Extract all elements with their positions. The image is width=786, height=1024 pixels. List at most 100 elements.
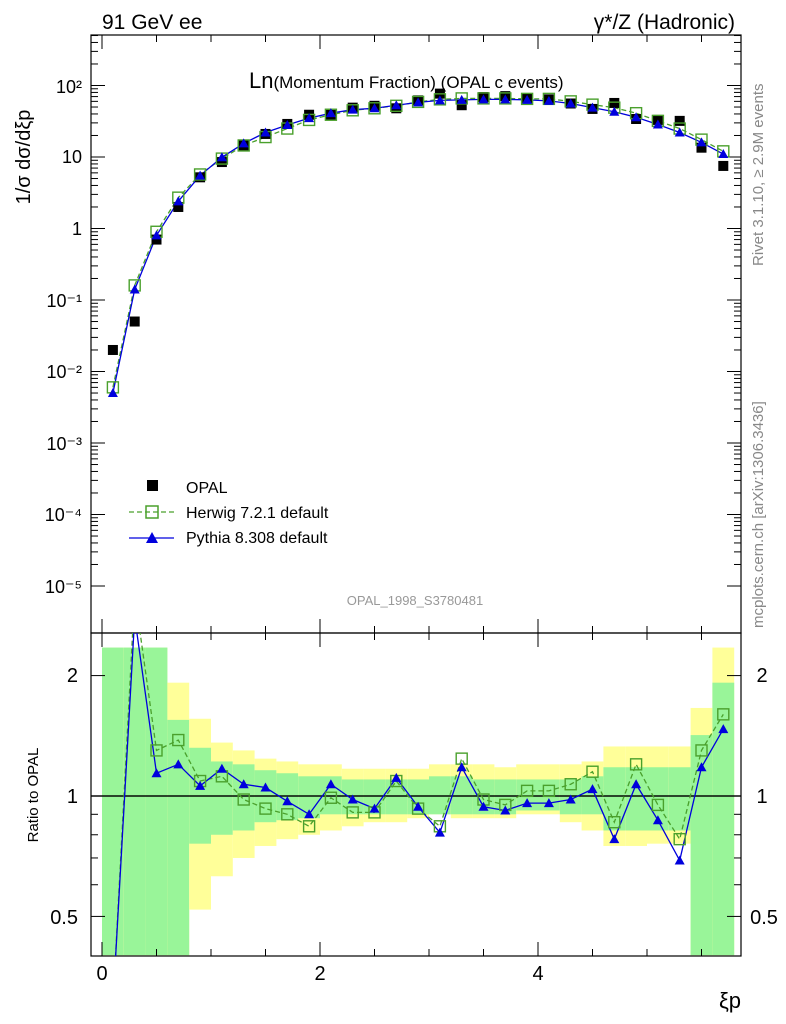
herwig-ratio-point xyxy=(302,820,316,833)
herwig-ratio-point xyxy=(542,784,556,798)
herwig-ratio-point xyxy=(651,798,665,812)
herwig-ratio-point xyxy=(346,806,359,819)
band-inner-bin xyxy=(429,776,451,815)
herwig-point xyxy=(477,92,490,105)
band-inner-bin xyxy=(581,776,604,815)
header-left: 91 GeV ee xyxy=(102,11,202,34)
pythia-point xyxy=(609,106,620,116)
pythia-ratio-point xyxy=(391,772,402,782)
pythia-line xyxy=(112,98,724,394)
pythia-point xyxy=(195,170,206,180)
pythia-ratio-point xyxy=(238,779,249,789)
ytick-label-1e-2: 10⁻² xyxy=(46,362,82,382)
header-right: γ*/Z (Hadronic) xyxy=(594,11,735,34)
ratio-ytick-1-right: 1 xyxy=(756,786,767,808)
herwig-ratio-point xyxy=(673,832,686,846)
herwig-line xyxy=(112,97,724,388)
ytick-label-1e2: 10² xyxy=(56,77,82,97)
herwig-ratio-point xyxy=(629,758,643,771)
band-inner-bin xyxy=(712,682,735,956)
herwig-ratio-point xyxy=(717,708,730,721)
xtick-label-0: 0 xyxy=(96,963,107,985)
legend-pythia-marker xyxy=(146,532,158,543)
band-inner-bin xyxy=(668,767,691,831)
herwig-ratio-point xyxy=(129,588,140,599)
pythia-ratio-point xyxy=(500,805,511,815)
pythia-point xyxy=(631,112,642,122)
herwig-point xyxy=(193,168,207,181)
main-plot-title: Ln(Momentum Fraction) (OPAL c events) xyxy=(249,68,564,93)
ytick-label-1e-3: 10⁻³ xyxy=(46,434,82,454)
opal-point xyxy=(129,316,140,327)
pythia-point xyxy=(543,95,554,105)
ytick-label-1e-5: 10⁻⁵ xyxy=(45,577,82,597)
xtick-labels: 0 2 4 xyxy=(96,963,543,985)
pythia-ratio-point xyxy=(565,794,576,804)
ratio-ytick-2-left: 2 xyxy=(67,665,78,687)
x-axis-label: ξp xyxy=(719,988,741,1013)
herwig-ratio-point xyxy=(586,765,599,778)
opal-point xyxy=(173,201,184,212)
pythia-ratio-point xyxy=(478,801,489,811)
herwig-point xyxy=(368,102,381,115)
ratio-ylabel: Ratio to OPAL xyxy=(25,748,42,843)
pythia-point xyxy=(151,230,162,240)
pythia-point xyxy=(456,94,467,104)
band-inner-bin xyxy=(123,647,146,956)
ytick-label-1e1: 10 xyxy=(62,147,82,167)
band-inner-bin xyxy=(167,719,190,956)
main-series xyxy=(106,88,730,398)
legend: OPAL Herwig 7.2.1 default Pythia 8.308 d… xyxy=(129,480,329,547)
pythia-point xyxy=(173,196,184,206)
pythia-point xyxy=(238,138,249,148)
pythia-point xyxy=(696,137,707,147)
herwig-point xyxy=(411,95,425,109)
pythia-ratio-point xyxy=(543,798,554,808)
pythia-point xyxy=(347,104,358,114)
xtick-label-2: 2 xyxy=(314,963,325,985)
pythia-ratio-point xyxy=(631,779,642,789)
pythia-ratio-point xyxy=(609,834,620,844)
pythia-point xyxy=(216,152,227,162)
pythia-point xyxy=(718,149,729,159)
pythia-ratio-point xyxy=(260,782,271,792)
pythia-ratio-point xyxy=(652,815,663,825)
pythia-ratio-point xyxy=(696,762,707,772)
pythia-point xyxy=(674,127,685,137)
pythia-ratio-point xyxy=(216,763,227,773)
pythia-point xyxy=(391,100,402,110)
herwig-ratio-point xyxy=(520,784,534,798)
opal-point xyxy=(696,142,707,153)
pythia-ratio-point xyxy=(718,724,729,734)
pythia-point xyxy=(413,97,424,107)
pythia-ratio-point xyxy=(151,768,162,778)
ratio-ytick-labels: 2 1 0.5 2 1 0.5 xyxy=(50,665,778,929)
herwig-ratio-point xyxy=(150,744,163,757)
opal-point xyxy=(609,97,620,108)
analysis-watermark: OPAL_1998_S3780481 xyxy=(347,593,483,608)
rivet-label: Rivet 3.1.10, ≥ 2.9M events xyxy=(750,84,767,267)
ytick-label-1e0: 1 xyxy=(72,219,82,239)
pythia-ratio-point xyxy=(173,759,184,769)
legend-opal-label: OPAL xyxy=(186,480,228,497)
main-ylabel: 1/σ dσ/dξp xyxy=(13,110,35,205)
pythia-point xyxy=(587,102,598,112)
herwig-ratio-point xyxy=(695,744,708,757)
herwig-ratio-point xyxy=(564,778,577,791)
pythia-point xyxy=(369,103,380,113)
ytick-label-1e-4: 10⁻⁴ xyxy=(45,505,82,525)
pythia-ratio-point xyxy=(130,612,140,621)
ratio-plot-frame xyxy=(90,632,742,957)
pythia-ratio-point xyxy=(522,798,533,808)
pythia-point xyxy=(434,95,445,105)
band-inner-bin xyxy=(603,767,626,831)
herwig-ratio-point xyxy=(237,793,250,806)
main-ytick-labels: 10² 10 1 10⁻¹ 10⁻² 10⁻³ 10⁻⁴ 10⁻⁵ xyxy=(45,77,82,597)
pythia-point xyxy=(282,120,293,130)
ratio-ytick-2-right: 2 xyxy=(756,665,767,687)
herwig-ratio-point xyxy=(608,816,621,829)
herwig-point xyxy=(520,92,534,106)
herwig-ratio-point xyxy=(324,791,338,804)
ratio-ytick-05-left: 0.5 xyxy=(50,907,78,929)
ytick-label-1e-1: 10⁻¹ xyxy=(46,291,82,311)
